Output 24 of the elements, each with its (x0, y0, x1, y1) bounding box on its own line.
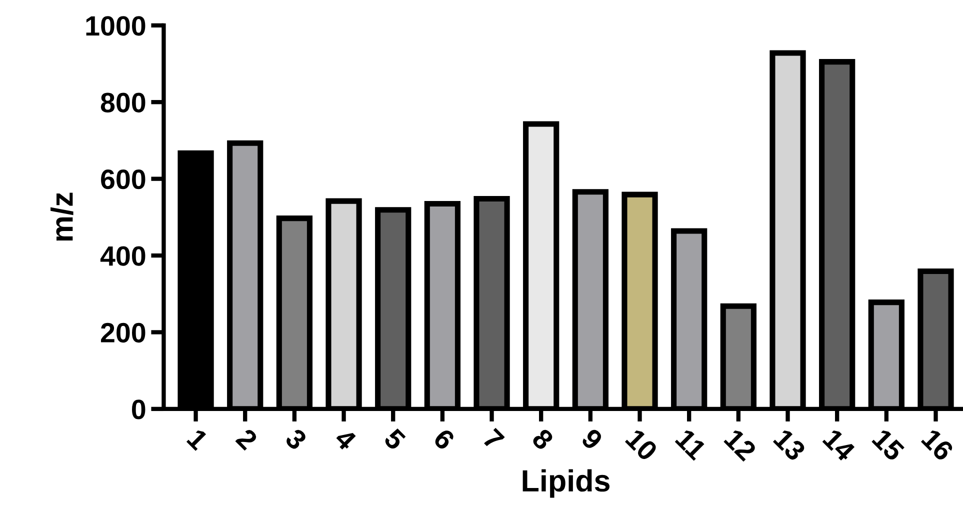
y-tick-label: 800 (100, 92, 146, 112)
x-tick-label: 2 (235, 428, 258, 451)
y-tick-label: 0 (132, 400, 146, 420)
x-tick-label: 4 (334, 427, 358, 452)
x-tick-label: 11 (674, 428, 708, 461)
x-tick-label: 13 (772, 428, 807, 462)
x-tick-label: 15 (871, 428, 906, 462)
x-tick-label: 1 (186, 428, 210, 451)
y-axis-title: m/z (50, 192, 74, 241)
x-axis-title: Lipids (522, 469, 610, 498)
y-tick-label: 200 (100, 322, 146, 343)
x-tick-label: 16 (920, 428, 955, 462)
y-tick-label: 600 (101, 169, 146, 190)
y-tick-label: 400 (100, 246, 146, 266)
x-tick-label: 5 (382, 428, 406, 452)
x-tick-label: 7 (482, 428, 505, 451)
x-tick-label: 9 (580, 428, 604, 451)
x-tick-label: 10 (624, 428, 659, 462)
x-tick-label: 8 (530, 427, 555, 452)
x-tick-label: 12 (724, 428, 758, 462)
x-tick-label: 3 (284, 427, 308, 451)
x-tick-label: 14 (822, 428, 856, 462)
x-tick-label: 6 (432, 428, 456, 451)
y-tick-label: 1000 (86, 16, 146, 36)
